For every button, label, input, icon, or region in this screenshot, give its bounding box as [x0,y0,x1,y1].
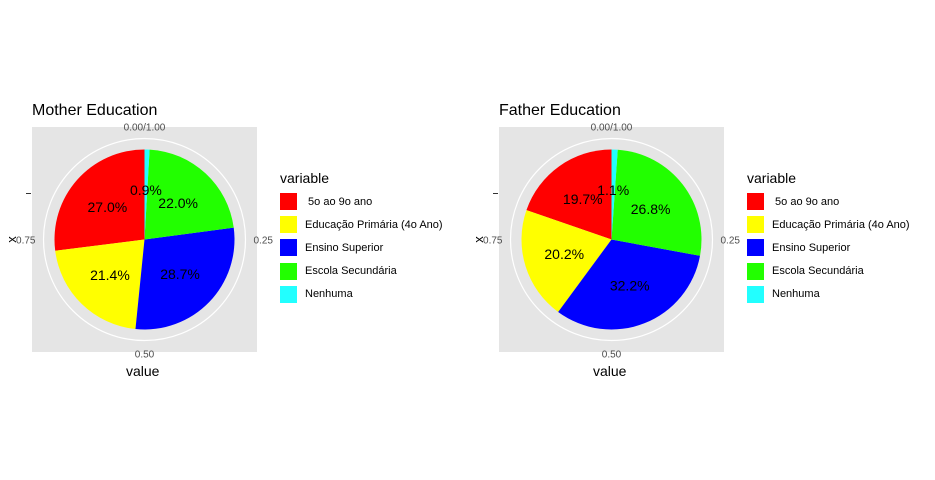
pie-slice [144,149,234,240]
y-axis-label: x [3,236,19,243]
y-axis-label: x [470,236,486,243]
legend-item: Escola Secundária [747,260,910,283]
pie-slice [144,149,150,240]
legend-swatch [280,239,297,257]
legend: variable 5o ao 9o ano Educação Primária (… [747,170,910,306]
pie-slice [55,239,145,330]
legend-item: 5o ao 9o ano [747,190,910,213]
polar-grid-ring [42,137,247,342]
slice-label: 26.8% [631,201,671,217]
legend-label: Escola Secundária [772,265,864,278]
pie-slice [611,149,702,256]
x-axis-label: value [593,363,627,379]
x-axis-label: value [126,363,160,379]
legend-label: Educação Primária (4o Ano) [305,218,443,231]
legend-label: Nenhuma [772,288,820,301]
legend-swatch [280,193,297,211]
legend-swatch [747,262,764,280]
legend: variable 5o ao 9o ano Educação Primária (… [280,170,443,306]
legend-item: Nenhuma [280,283,443,306]
legend-item: Ensino Superior [747,236,910,259]
legend-swatch [280,216,297,234]
theta-tick-label: 0.75 [16,236,36,247]
legend-items: 5o ao 9o ano Educação Primária (4o Ano) En… [280,190,443,306]
legend-swatch [280,285,297,303]
theta-tick-label: 0.25 [721,236,741,247]
theta-tick-label: 0.75 [483,236,503,247]
legend-label: Ensino Superior [772,241,851,254]
pie-slice [54,149,145,251]
legend-item: Escola Secundária [280,260,443,283]
pie-slice [135,227,235,330]
legend-item: Educação Primária (4o Ano) [747,213,910,236]
slice-label: 32.2% [610,278,650,294]
y-axis-tick [26,193,31,194]
slice-label: 22.0% [158,195,198,211]
mother-education-chart: Mother Education 0.00/1.00 0.25 0.50 0.75 27… [0,0,467,480]
y-axis-tick [493,193,498,194]
pie-slice [558,239,701,330]
polar-grid-ring [509,137,714,342]
legend-items: 5o ao 9o ano Educação Primária (4o Ano) En… [747,190,910,306]
legend-title: variable [280,170,330,186]
pie-slice [521,210,612,312]
legend-item: Educação Primária (4o Ano) [280,213,443,236]
legend-label: 5o ao 9o ano [772,195,840,208]
legend-item: Ensino Superior [280,236,443,259]
slice-label: 19.7% [563,191,603,207]
legend-label: Educação Primária (4o Ano) [772,218,910,231]
chart-title: Father Education [499,102,621,119]
theta-tick-label: 0.25 [254,236,274,247]
pie-plot: 0.00/1.00 0.25 0.50 0.75 19.7% 20.2% 32.2% 26.8… [483,123,741,361]
slice-label: 0.9% [130,182,162,198]
legend-swatch [747,285,764,303]
legend-label: Escola Secundária [305,265,397,278]
theta-tick-label: 0.00/1.00 [591,123,633,134]
slice-label: 1.1% [597,182,629,198]
pie-slice [526,149,612,240]
legend-swatch [747,216,764,234]
legend-swatch [747,193,764,211]
legend-item: Nenhuma [747,283,910,306]
legend-title: variable [747,170,797,186]
chart-title: Mother Education [32,102,158,119]
father-education-chart: Father Education 0.00/1.00 0.25 0.50 0.75 19… [467,0,934,480]
legend-label: Nenhuma [305,288,353,301]
legend-swatch [747,239,764,257]
pie-slice [611,149,618,240]
legend-label: 5o ao 9o ano [305,195,373,208]
slice-label: 28.7% [160,266,200,282]
theta-tick-label: 0.50 [135,350,155,361]
theta-tick-label: 0.00/1.00 [124,123,166,134]
slice-label: 20.2% [544,246,584,262]
pie-plot: 0.00/1.00 0.25 0.50 0.75 27.0% 21.4% 28.7% 22.0… [16,123,274,361]
slice-label: 21.4% [90,267,130,283]
slice-label: 27.0% [88,199,128,215]
theta-tick-label: 0.50 [602,350,622,361]
legend-label: Ensino Superior [305,241,384,254]
legend-swatch [280,262,297,280]
legend-item: 5o ao 9o ano [280,190,443,213]
